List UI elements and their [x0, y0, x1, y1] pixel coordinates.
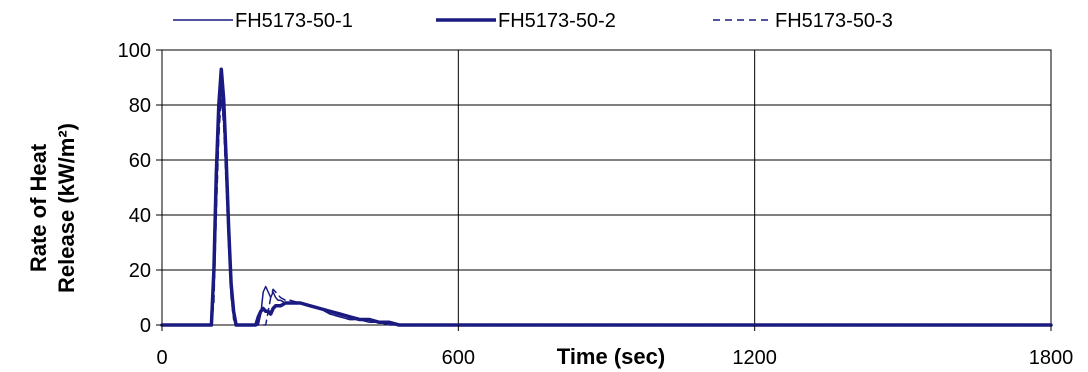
series-line-FH5173-50-3: [161, 93, 1052, 326]
y-tick-label: 60: [129, 150, 151, 172]
y-axis-title: Rate of Heat Release (kW/m²): [26, 123, 79, 293]
y-tick-label: 20: [129, 260, 151, 282]
x-tick-label: 1800: [1029, 347, 1074, 369]
x-tick-labels: 0 600 1200 1800: [156, 325, 1073, 369]
y-axis-title-line-1: Rate of Heat: [26, 143, 51, 272]
x-tick-label: 0: [156, 347, 167, 369]
x-axis-title: Time (sec): [557, 344, 665, 369]
series-line-FH5173-50-1: [161, 98, 1052, 326]
legend-label: FH5173-50-2: [498, 10, 616, 32]
y-tick-label: 100: [118, 40, 151, 62]
x-tick-label: 600: [442, 347, 475, 369]
legend-label: FH5173-50-1: [235, 10, 353, 32]
x-tick-label: 1200: [732, 347, 777, 369]
y-tick-label: 40: [129, 205, 151, 227]
y-tick-label: 80: [129, 95, 151, 117]
series-line-FH5173-50-2: [160, 67, 1053, 327]
legend-label: FH5173-50-3: [775, 10, 893, 32]
series-layer: [160, 67, 1053, 327]
gridlines: [161, 49, 1052, 326]
plot-area: [161, 49, 1052, 326]
y-tick-labels: 0 20 40 60 80 100: [118, 40, 162, 337]
legend: FH5173-50-1 FH5173-50-2 FH5173-50-3: [173, 10, 893, 32]
y-axis-title-line-2: Release (kW/m²): [54, 123, 79, 293]
y-tick-label: 0: [140, 315, 151, 337]
